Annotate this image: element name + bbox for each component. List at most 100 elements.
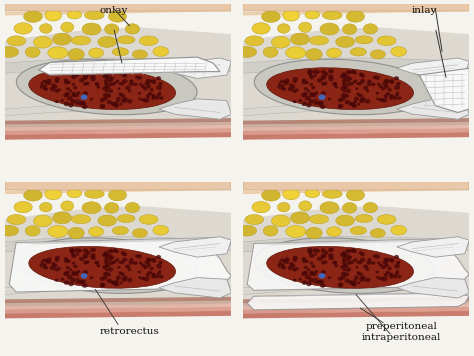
Ellipse shape (72, 36, 91, 45)
Circle shape (100, 106, 104, 108)
Circle shape (45, 264, 46, 265)
Polygon shape (5, 300, 231, 306)
Ellipse shape (363, 24, 377, 34)
Circle shape (320, 105, 325, 109)
Circle shape (141, 264, 145, 266)
Circle shape (150, 259, 153, 261)
Circle shape (65, 271, 69, 274)
Circle shape (84, 261, 87, 264)
Circle shape (123, 74, 127, 77)
Circle shape (302, 79, 305, 81)
Circle shape (129, 261, 134, 264)
Circle shape (55, 279, 58, 281)
Ellipse shape (254, 238, 435, 293)
Circle shape (67, 82, 70, 84)
Circle shape (350, 103, 352, 105)
Circle shape (303, 271, 307, 274)
Polygon shape (243, 237, 469, 252)
Circle shape (96, 83, 98, 85)
Circle shape (353, 81, 355, 83)
Circle shape (391, 82, 393, 84)
Circle shape (293, 90, 296, 92)
Ellipse shape (346, 189, 365, 201)
Circle shape (46, 261, 47, 262)
Circle shape (397, 263, 399, 264)
Circle shape (379, 278, 381, 279)
Circle shape (114, 249, 117, 251)
Polygon shape (9, 237, 231, 292)
Ellipse shape (53, 180, 66, 188)
Circle shape (346, 79, 350, 82)
Circle shape (121, 252, 125, 254)
Circle shape (145, 261, 149, 264)
Ellipse shape (14, 23, 32, 34)
Circle shape (141, 85, 145, 88)
Circle shape (72, 74, 74, 76)
Circle shape (308, 249, 312, 252)
Circle shape (293, 256, 297, 260)
Circle shape (136, 255, 138, 257)
Circle shape (344, 86, 347, 88)
Circle shape (100, 277, 104, 280)
Circle shape (72, 272, 76, 275)
Circle shape (283, 267, 285, 269)
Circle shape (346, 250, 349, 252)
Circle shape (134, 262, 137, 264)
Circle shape (307, 104, 311, 107)
Circle shape (91, 98, 92, 100)
Circle shape (45, 267, 47, 269)
Polygon shape (5, 104, 231, 116)
Circle shape (305, 82, 308, 84)
Circle shape (283, 81, 284, 83)
Circle shape (368, 259, 371, 261)
Circle shape (395, 77, 398, 79)
Circle shape (309, 72, 311, 74)
Circle shape (86, 73, 90, 75)
Circle shape (109, 250, 111, 252)
Circle shape (45, 85, 46, 87)
Circle shape (288, 87, 293, 91)
Circle shape (383, 82, 387, 85)
Circle shape (313, 70, 318, 73)
Circle shape (313, 249, 318, 252)
Polygon shape (243, 307, 469, 314)
Ellipse shape (370, 229, 385, 237)
Circle shape (357, 262, 359, 263)
Ellipse shape (254, 59, 435, 115)
Ellipse shape (39, 202, 52, 212)
Circle shape (367, 82, 372, 85)
Circle shape (109, 71, 111, 73)
Polygon shape (5, 303, 231, 310)
Circle shape (71, 100, 75, 103)
Polygon shape (159, 278, 231, 298)
Polygon shape (243, 58, 469, 73)
Circle shape (138, 93, 140, 94)
Circle shape (342, 253, 346, 255)
Circle shape (356, 267, 358, 268)
Circle shape (139, 277, 141, 278)
Circle shape (64, 258, 67, 260)
Circle shape (375, 76, 379, 79)
Circle shape (45, 260, 46, 261)
Circle shape (137, 255, 141, 258)
Circle shape (293, 101, 296, 103)
Ellipse shape (70, 178, 89, 186)
Ellipse shape (237, 225, 256, 236)
Ellipse shape (125, 203, 139, 213)
Circle shape (335, 265, 337, 267)
Circle shape (290, 263, 293, 265)
Circle shape (385, 275, 387, 276)
Circle shape (100, 99, 104, 101)
Circle shape (352, 249, 355, 251)
Circle shape (107, 273, 110, 276)
Circle shape (293, 78, 297, 81)
Ellipse shape (299, 201, 311, 211)
Circle shape (388, 259, 391, 261)
Ellipse shape (84, 11, 104, 20)
Circle shape (44, 88, 46, 90)
Circle shape (384, 258, 388, 261)
Circle shape (379, 85, 382, 88)
Circle shape (152, 95, 155, 98)
Circle shape (346, 89, 350, 93)
Circle shape (321, 256, 324, 258)
